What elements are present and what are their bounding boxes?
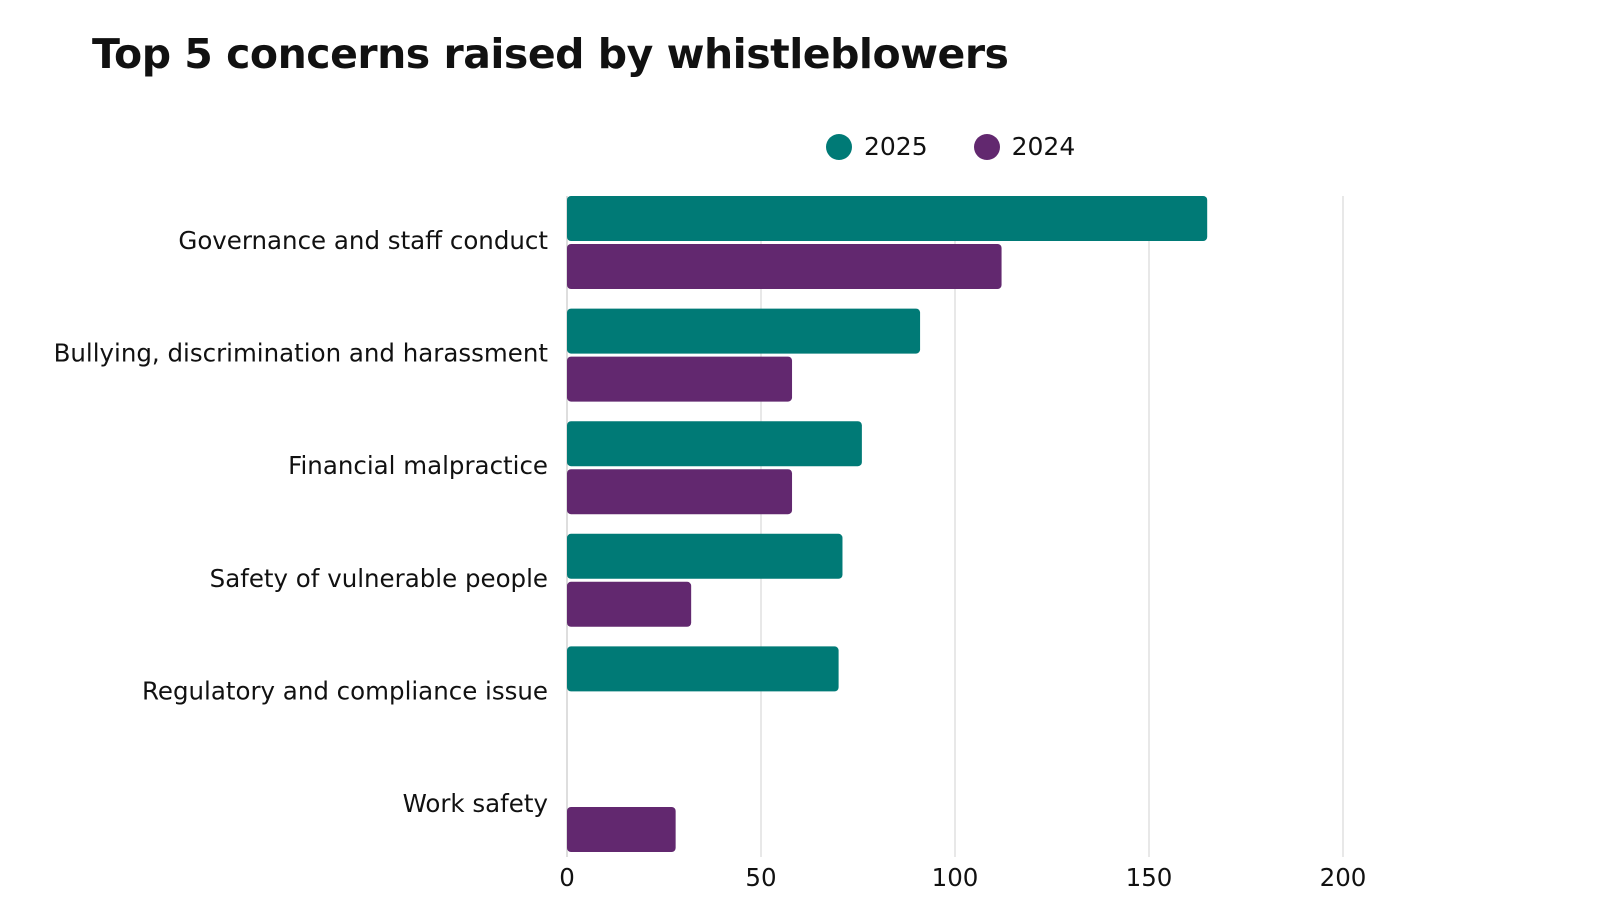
chart-title: Top 5 concerns raised by whistleblowers [92,30,1009,78]
category-label-4: Safety of vulnerable people [210,564,548,593]
x-tick-label-100: 100 [932,863,979,892]
bar-2024-4 [567,581,692,627]
legend-label-2025: 2025 [864,132,928,161]
x-tick-label-0: 0 [559,863,575,892]
bar-2024-2 [567,356,793,402]
x-tick-label-50: 50 [745,863,776,892]
category-label-2: Bullying, discrimination and harassment [54,339,549,368]
x-tick-label-200: 200 [1320,863,1367,892]
bar-2025-2 [567,308,921,354]
category-label-3: Financial malpractice [288,451,548,480]
bar-2025-5 [567,646,839,692]
legend-item-2025: 2025 [826,132,928,161]
x-tick-label-150: 150 [1126,863,1173,892]
bar-2024-1 [567,244,1002,289]
legend-swatch-2024 [973,133,1000,160]
legend-swatch-2025 [826,133,852,160]
category-label-1: Governance and staff conduct [178,226,548,255]
bar-2024-3 [567,469,793,515]
chart-legend: 2025 2024 [826,132,1075,161]
bar-2024-6 [567,807,676,852]
bar-2025-3 [567,421,862,467]
legend-label-2024: 2024 [1011,132,1076,161]
category-label-6: Work safety [403,789,548,818]
legend-item-2024: 2024 [973,132,1076,161]
bar-2025-4 [567,533,843,579]
category-label-5: Regulatory and compliance issue [142,676,548,705]
bar-2025-1 [567,196,1208,241]
